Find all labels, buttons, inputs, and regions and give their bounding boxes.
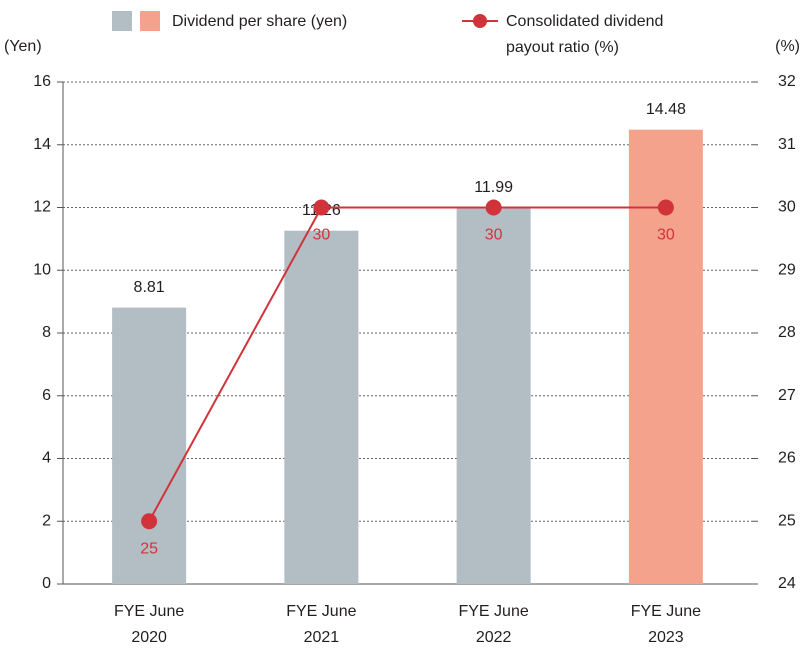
y-axis-label: (Yen) xyxy=(4,38,42,55)
y2-tick-label: 25 xyxy=(778,512,796,529)
y2-tick-label: 27 xyxy=(778,387,796,404)
line-marker xyxy=(141,513,158,530)
line-value-label: 30 xyxy=(485,227,503,244)
line-marker xyxy=(485,199,502,216)
line-value-label: 30 xyxy=(657,227,675,244)
y-tick-label: 0 xyxy=(42,575,51,592)
bar xyxy=(112,307,187,584)
y2-tick-label: 24 xyxy=(778,575,796,592)
y2-axis-label: (%) xyxy=(775,38,800,55)
line-value-label: 30 xyxy=(312,227,330,244)
bar xyxy=(284,230,359,584)
x-tick-label: FYE June 2020 xyxy=(114,603,184,646)
y-tick-label: 2 xyxy=(42,512,51,529)
line xyxy=(148,206,666,522)
bar-value-label: 11.99 xyxy=(474,179,513,196)
x-tick-label: FYE June 2023 xyxy=(631,603,701,646)
line-marker xyxy=(657,199,674,216)
line-value-label: 25 xyxy=(140,540,158,557)
y-tick-label: 6 xyxy=(42,387,51,404)
y2-tick-label: 26 xyxy=(778,450,796,467)
legend-swatch xyxy=(112,11,132,31)
y-tick-label: 4 xyxy=(42,450,51,467)
bar xyxy=(628,129,703,584)
x-tick-label: FYE June 2022 xyxy=(458,603,528,646)
y2-tick-label: 31 xyxy=(778,136,796,153)
y-tick-label: 14 xyxy=(33,136,51,153)
legend-swatch xyxy=(140,11,160,31)
y-tick-label: 12 xyxy=(33,199,51,216)
y-tick-label: 8 xyxy=(42,324,51,341)
y2-tick-label: 30 xyxy=(778,199,796,216)
legend-marker xyxy=(473,14,487,28)
bar-value-label: 8.81 xyxy=(134,279,165,296)
bar-value-label: 14.48 xyxy=(646,101,686,118)
legend-label: Consolidated dividend payout ratio (%) xyxy=(506,13,663,56)
line-marker xyxy=(313,199,330,216)
y2-tick-label: 28 xyxy=(778,324,796,341)
x-tick-label: FYE June 2021 xyxy=(286,603,356,646)
y-tick-label: 16 xyxy=(33,73,51,90)
legend-label: Dividend per share (yen) xyxy=(172,13,347,30)
y2-tick-label: 32 xyxy=(778,73,796,90)
y2-tick-label: 29 xyxy=(778,261,796,278)
y-tick-label: 10 xyxy=(33,261,51,278)
bar xyxy=(456,207,531,584)
